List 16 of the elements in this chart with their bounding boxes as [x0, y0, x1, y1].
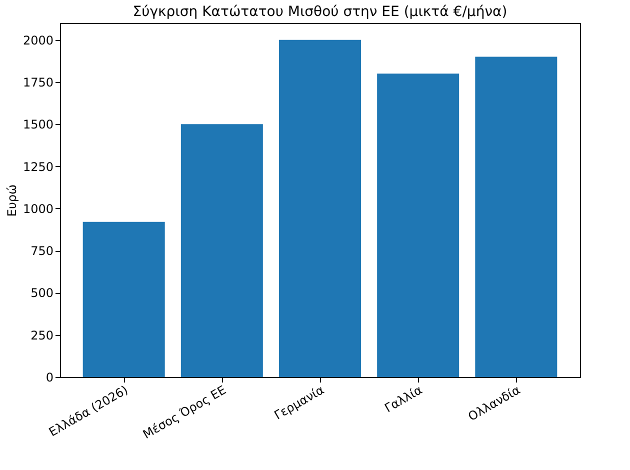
bar — [377, 74, 460, 377]
y-tick-label: 1750 — [22, 76, 54, 90]
y-tick-label: 500 — [30, 286, 54, 300]
y-tick-label: 1250 — [22, 160, 54, 174]
y-tick-label: 1500 — [22, 118, 54, 132]
y-tick-label: 2000 — [22, 33, 54, 48]
y-tick-label: 0 — [46, 370, 54, 384]
y-tick-label: 250 — [30, 328, 54, 342]
bar — [475, 56, 558, 377]
y-tick-label: 750 — [30, 244, 54, 258]
chart-title: Σύγκριση Κατώτατου Μισθού στην ΕΕ (μικτά €/μήνα) — [132, 4, 508, 20]
bar — [180, 124, 263, 377]
bar — [279, 40, 361, 377]
y-axis-title: Ευρώ — [4, 184, 19, 217]
bar — [82, 222, 165, 377]
y-tick-label: 1000 — [22, 202, 54, 216]
